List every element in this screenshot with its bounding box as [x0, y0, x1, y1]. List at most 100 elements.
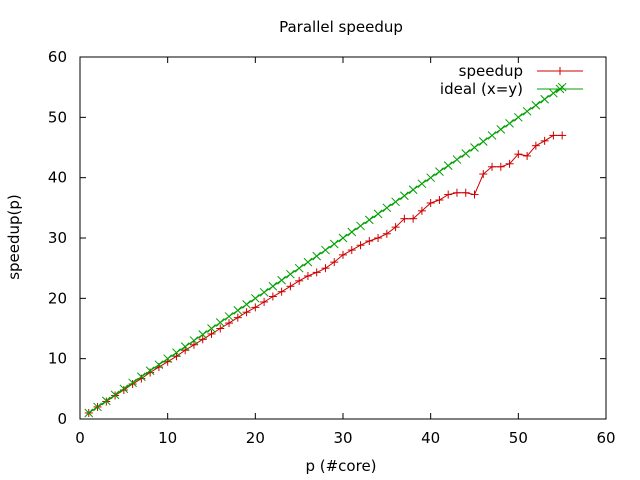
data-point-ideal-x-y-d2 — [259, 287, 269, 297]
data-point-ideal-x-y — [277, 275, 286, 285]
data-point-speedup — [470, 190, 479, 199]
data-point-ideal-x-y — [513, 112, 523, 122]
data-point-ideal-x-y — [259, 287, 269, 297]
data-point-ideal-x-y — [119, 384, 129, 394]
data-point-speedup — [400, 214, 409, 223]
data-point-speedup — [444, 190, 453, 199]
data-point-ideal-x-y-d2 — [426, 173, 436, 183]
data-point-ideal-x-y — [93, 402, 102, 412]
data-point-ideal-x-y-d2 — [487, 131, 497, 140]
chart-title: Parallel speedup — [279, 18, 403, 36]
data-point-speedup — [365, 237, 374, 246]
y-tick-label: 50 — [48, 108, 67, 126]
data-point-ideal-x-y — [321, 245, 330, 255]
data-point-speedup — [549, 131, 558, 140]
data-point-ideal-x-y — [172, 348, 181, 357]
data-point-ideal-x-y — [452, 155, 462, 164]
data-point-ideal-x-y-d2 — [391, 197, 400, 207]
data-point-ideal-x-y-d2 — [513, 112, 523, 122]
data-point-speedup — [339, 250, 347, 259]
data-point-ideal-x-y — [356, 221, 365, 231]
data-point-ideal-x-y — [531, 100, 541, 110]
data-point-ideal-x-y — [540, 94, 549, 104]
data-point-ideal-x-y — [549, 88, 558, 98]
data-point-ideal-x-y-d2 — [522, 106, 532, 116]
data-point-speedup — [286, 282, 295, 291]
data-point-ideal-x-y — [163, 354, 173, 364]
data-point-speedup — [461, 188, 470, 197]
y-tick-label: 40 — [48, 169, 67, 187]
data-point-speedup — [558, 131, 567, 140]
data-point-speedup — [225, 319, 234, 328]
data-point-speedup — [242, 308, 251, 317]
data-point-ideal-x-y — [435, 167, 444, 176]
data-point-ideal-x-y-d2 — [531, 100, 541, 110]
data-point-ideal-x-y — [391, 197, 400, 207]
data-point-ideal-x-y — [461, 149, 471, 158]
y-tick-label: 20 — [48, 289, 67, 307]
data-point-speedup — [505, 159, 514, 168]
axis-ticks: 0 10 20 30 40 50 60 0 10 20 30 40 50 60 — [48, 48, 616, 447]
data-point-ideal-x-y-d2 — [303, 257, 313, 267]
data-point-ideal-x-y-d2 — [329, 239, 339, 249]
data-point-ideal-x-y-d2 — [312, 251, 322, 261]
data-point-ideal-x-y-d2 — [461, 149, 471, 158]
y-tick-label: 10 — [48, 350, 67, 368]
data-point-ideal-x-y-d2 — [277, 275, 286, 285]
data-point-ideal-x-y-d2 — [382, 203, 392, 213]
y-axis-label: speedup(p) — [5, 194, 23, 280]
data-point-ideal-x-y-d2 — [417, 179, 427, 189]
data-point-speedup — [391, 223, 400, 232]
data-point-ideal-x-y — [207, 324, 216, 333]
data-point-speedup — [523, 151, 532, 160]
data-point-ideal-x-y-d2 — [373, 209, 383, 219]
series-line-speedup — [88, 134, 563, 414]
data-point-ideal-x-y — [189, 336, 199, 345]
data-point-speedup — [409, 214, 418, 223]
data-point-ideal-x-y-d2 — [84, 408, 94, 418]
data-point-ideal-x-y-d2 — [478, 137, 488, 146]
data-point-ideal-x-y-d2 — [242, 300, 251, 309]
data-point-ideal-x-y — [110, 390, 120, 400]
data-point-speedup — [531, 141, 540, 150]
data-point-ideal-x-y — [338, 233, 348, 243]
data-point-speedup — [347, 246, 356, 255]
data-point-speedup — [426, 199, 435, 208]
data-point-ideal-x-y-d2 — [215, 318, 225, 327]
series-layer — [84, 82, 567, 418]
data-point-ideal-x-y — [400, 191, 409, 201]
data-point-speedup — [181, 346, 190, 355]
data-point-ideal-x-y — [347, 227, 357, 237]
data-point-ideal-x-y — [312, 251, 322, 261]
data-point-ideal-x-y-d2 — [128, 378, 137, 388]
data-point-speedup — [417, 206, 426, 215]
data-point-ideal-x-y — [242, 300, 251, 309]
data-point-speedup — [260, 297, 269, 306]
data-point-speedup — [321, 264, 330, 273]
data-point-speedup — [233, 313, 242, 322]
data-point-ideal-x-y — [215, 318, 225, 327]
data-point-speedup — [251, 303, 260, 312]
data-point-ideal-x-y — [408, 185, 418, 195]
data-point-ideal-x-y-d2 — [400, 191, 409, 201]
data-point-ideal-x-y-d2 — [321, 245, 330, 255]
data-point-ideal-x-y-d2 — [408, 185, 418, 195]
data-point-ideal-x-y — [522, 106, 532, 116]
data-point-speedup — [356, 241, 365, 250]
data-point-ideal-x-y — [198, 330, 208, 339]
data-point-ideal-x-y-d2 — [294, 263, 304, 273]
data-point-ideal-x-y-d2 — [268, 281, 278, 291]
data-point-ideal-x-y — [373, 209, 383, 219]
data-point-ideal-x-y — [505, 119, 514, 128]
data-point-ideal-x-y-d2 — [540, 94, 549, 104]
data-point-ideal-x-y-d2 — [163, 354, 173, 364]
data-point-ideal-x-y-d2 — [110, 390, 120, 400]
data-point-ideal-x-y — [443, 161, 453, 170]
data-point-speedup — [268, 292, 277, 301]
data-point-ideal-x-y-d2 — [347, 227, 357, 237]
data-point-ideal-x-y-d2 — [435, 167, 444, 176]
y-tick-label: 30 — [48, 229, 67, 247]
data-point-ideal-x-y — [487, 131, 497, 140]
data-point-ideal-x-y — [382, 203, 392, 213]
